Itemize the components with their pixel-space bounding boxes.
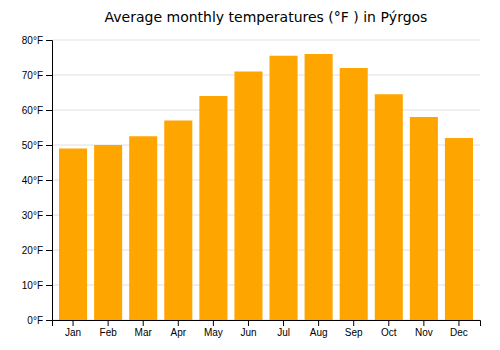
bar bbox=[94, 145, 122, 320]
bar bbox=[305, 54, 333, 320]
y-tick: 50°F bbox=[22, 140, 52, 151]
grid-line bbox=[52, 110, 480, 111]
y-tick: 60°F bbox=[22, 105, 52, 116]
chart: Jan Feb Mar Apr May Jun Jul Aug Sep Oct Nov Dec 0°F 1… bbox=[0, 0, 500, 350]
x-tick-label: Feb bbox=[100, 327, 118, 338]
y-tick-label: 60°F bbox=[22, 105, 43, 116]
x-tick: Sep bbox=[345, 320, 363, 338]
y-tick-label: 20°F bbox=[22, 245, 43, 256]
bar bbox=[234, 72, 262, 321]
x-tick: Jul bbox=[277, 320, 290, 338]
y-tick-mark bbox=[46, 40, 52, 41]
x-tick: Jan bbox=[65, 320, 81, 338]
x-tick-mark bbox=[213, 320, 214, 326]
x-tick-label: Sep bbox=[345, 327, 363, 338]
x-tick-label: Nov bbox=[415, 327, 433, 338]
bar bbox=[445, 138, 473, 320]
y-tick-mark bbox=[46, 250, 52, 251]
x-tick-mark bbox=[318, 320, 319, 326]
x-tick-mark bbox=[388, 320, 389, 326]
x-tick-label: Jan bbox=[65, 327, 81, 338]
y-tick: 0°F bbox=[27, 315, 52, 326]
y-tick-label: 70°F bbox=[22, 70, 43, 81]
y-tick-label: 0°F bbox=[27, 315, 43, 326]
bar bbox=[199, 96, 227, 320]
x-tick-mark bbox=[178, 320, 179, 326]
y-axis-line bbox=[46, 41, 53, 321]
x-tick-label: Jun bbox=[240, 327, 256, 338]
bar bbox=[375, 94, 403, 320]
y-tick: 80°F bbox=[22, 35, 52, 46]
y-tick-label: 10°F bbox=[22, 280, 43, 291]
x-tick-mark bbox=[73, 320, 74, 326]
grid-line bbox=[52, 40, 480, 41]
x-tick-mark bbox=[248, 320, 249, 326]
bar bbox=[59, 149, 87, 321]
x-tick: Feb bbox=[100, 320, 118, 338]
x-tick-label: Oct bbox=[381, 327, 397, 338]
x-tick-label: Apr bbox=[171, 327, 187, 338]
x-axis: Jan Feb Mar Apr May Jun Jul Aug Sep Oct Nov Dec bbox=[53, 320, 481, 338]
bar bbox=[410, 117, 438, 320]
y-tick: 20°F bbox=[22, 245, 52, 256]
y-tick-label: 40°F bbox=[22, 175, 43, 186]
x-tick: Apr bbox=[171, 320, 187, 338]
y-tick: 40°F bbox=[22, 175, 52, 186]
x-tick: Mar bbox=[135, 320, 153, 338]
y-tick-label: 50°F bbox=[22, 140, 43, 151]
y-axis: 0°F 10°F 20°F 30°F 40°F 50°F 60°F 70°F 80°F bbox=[22, 35, 53, 326]
x-tick: Jun bbox=[240, 320, 256, 338]
x-tick-mark bbox=[458, 320, 459, 326]
x-tick-label: Dec bbox=[450, 327, 468, 338]
x-tick: Nov bbox=[415, 320, 433, 338]
y-tick-mark bbox=[46, 145, 52, 146]
bars bbox=[59, 54, 473, 320]
title: Average monthly temperatures (°F ) in Pý… bbox=[105, 9, 428, 25]
x-tick-mark bbox=[283, 320, 284, 326]
bar bbox=[164, 121, 192, 321]
y-tick-mark bbox=[46, 180, 52, 181]
x-tick: Oct bbox=[381, 320, 397, 338]
x-tick-label: Aug bbox=[310, 327, 328, 338]
x-tick-mark bbox=[423, 320, 424, 326]
y-tick-mark bbox=[46, 285, 52, 286]
y-tick-label: 30°F bbox=[22, 210, 43, 221]
y-tick-mark bbox=[46, 75, 52, 76]
y-tick-label: 80°F bbox=[22, 35, 43, 46]
y-tick: 30°F bbox=[22, 210, 52, 221]
x-axis-line bbox=[53, 321, 481, 327]
grid bbox=[52, 40, 480, 320]
x-tick: Dec bbox=[450, 320, 468, 338]
x-tick-mark bbox=[143, 320, 144, 326]
y-tick: 10°F bbox=[22, 280, 52, 291]
grid-line bbox=[52, 75, 480, 76]
x-tick-label: May bbox=[204, 327, 223, 338]
x-tick-mark bbox=[353, 320, 354, 326]
x-tick-label: Jul bbox=[277, 327, 290, 338]
x-tick: Aug bbox=[310, 320, 328, 338]
y-tick: 70°F bbox=[22, 70, 52, 81]
y-tick-mark bbox=[46, 110, 52, 111]
y-tick-mark bbox=[46, 320, 52, 321]
x-tick-label: Mar bbox=[135, 327, 153, 338]
chart-container: Jan Feb Mar Apr May Jun Jul Aug Sep Oct Nov Dec 0°F 1… bbox=[0, 0, 500, 350]
bar bbox=[270, 56, 298, 320]
bar bbox=[340, 68, 368, 320]
x-tick-mark bbox=[108, 320, 109, 326]
y-tick-mark bbox=[46, 215, 52, 216]
bar bbox=[129, 136, 157, 320]
x-tick: May bbox=[204, 320, 223, 338]
